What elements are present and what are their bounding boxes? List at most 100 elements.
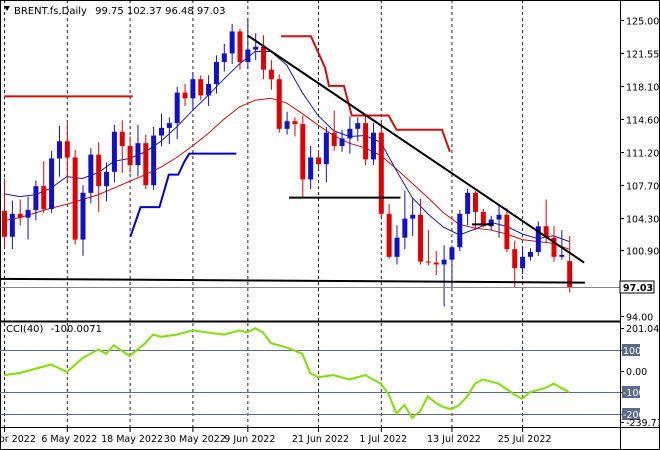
cci-levels [0, 350, 620, 415]
x-tick-label: 30 May 2022 [164, 434, 226, 445]
candle-bull [253, 46, 259, 50]
candle-bear [480, 211, 486, 227]
symbol-title: BRENT.fs,Daily [14, 6, 87, 17]
candle-bear [292, 121, 298, 125]
candle-bull [355, 123, 361, 129]
candle-bull [9, 213, 15, 237]
candle-bull [535, 226, 541, 253]
candle-bear [363, 123, 369, 160]
candle-bull [33, 186, 39, 211]
candle-bull [213, 62, 219, 84]
candle-bull [221, 53, 227, 63]
candle-bear [418, 214, 424, 262]
candle-bull [245, 49, 251, 63]
candle-bull [496, 214, 502, 220]
candle-bull [159, 127, 164, 136]
candle-bull [308, 157, 314, 180]
candle-bear [276, 79, 282, 129]
candle-bull [559, 254, 565, 257]
cci-series [3, 327, 570, 420]
candle-bear [331, 132, 337, 147]
candle-bull [394, 237, 400, 257]
cci-value: -100.0071 [51, 324, 102, 335]
candle-bear [127, 146, 133, 166]
candle-bear [182, 92, 188, 99]
y-tick-label: 100.90 [626, 247, 659, 258]
cci-y-tick-label: 100 [623, 346, 641, 357]
candle-bear [512, 249, 518, 269]
candle-bull [104, 171, 110, 187]
indicator-label: CCI(40) -100.0071 [6, 324, 102, 335]
y-tick-label: 107.70 [626, 182, 659, 193]
cci-level-badge [622, 344, 640, 356]
candle-bull [488, 219, 494, 227]
candle-bear [433, 262, 439, 265]
candle-bull [25, 210, 31, 218]
trendline [246, 34, 585, 264]
candle-bear [119, 131, 125, 147]
trendlines [0, 34, 620, 288]
candle-bear [2, 210, 7, 237]
y-tick-label: 104.30 [626, 215, 659, 226]
x-tick-label: 26 Apr 2022 [0, 434, 36, 445]
x-tick-label: 6 May 2022 [41, 434, 97, 445]
x-tick-label: 1 Jul 2022 [359, 434, 407, 445]
y-tick-label: 114.60 [626, 116, 659, 127]
candle-bear [268, 69, 274, 80]
current-price-badge [619, 280, 655, 294]
candle-bull [410, 214, 416, 219]
candle-bear [198, 79, 204, 96]
candle-bear [551, 237, 557, 257]
candlesticks [2, 19, 573, 307]
candle-bull [206, 83, 212, 96]
candle-bull [174, 92, 180, 124]
candle-bull [49, 158, 55, 210]
candle-bull [284, 121, 290, 129]
trendline [0, 277, 585, 284]
candle-bear [378, 132, 384, 214]
candle-bear [261, 46, 267, 70]
candle-bear [96, 154, 102, 187]
current-price-label: 97.03 [623, 283, 653, 294]
candle-bull [465, 192, 471, 214]
candle-bull [441, 259, 447, 265]
cci-y-tick-label: -200 [623, 410, 645, 421]
candle-bear [504, 214, 510, 250]
candle-bull [449, 247, 455, 260]
candle-bear [41, 186, 47, 210]
candle-bear [386, 213, 392, 257]
cci-y-tick-label: -100 [623, 388, 645, 399]
x-tick-label: 9 Jun 2022 [224, 434, 275, 445]
y-tick-label: 111.20 [626, 149, 659, 160]
candle-bull [111, 131, 117, 172]
candle-bear [237, 31, 243, 63]
candle-bull [151, 135, 157, 186]
candle-bull [339, 138, 345, 147]
candle-bull [402, 218, 408, 238]
cci-y-tick-label: 201.04 [626, 324, 659, 335]
candle-bull [527, 252, 533, 257]
cci-name: CCI(40) [6, 324, 44, 335]
candle-bear [543, 226, 549, 238]
candle-bull [520, 256, 526, 269]
candle-bull [135, 143, 141, 166]
candle-bull [370, 132, 376, 160]
y-tick-label: 94.00 [626, 313, 653, 324]
candle-bull [56, 141, 62, 159]
chart-header: BRENT.fs,Daily 99.75 102.37 96.48 97.03 [14, 6, 226, 17]
cci-y-tick-label: 0.00 [626, 367, 647, 378]
candle-bull [457, 213, 463, 248]
candle-bull [323, 132, 329, 165]
candle-bear [473, 192, 478, 212]
collapse-arrow-icon[interactable] [4, 6, 10, 11]
x-tick-label: 13 Jul 2022 [427, 434, 481, 445]
x-tick-label: 21 Jun 2022 [292, 434, 349, 445]
ohlc-values: 99.75 102.37 96.48 97.03 [95, 6, 225, 17]
candle-bull [88, 154, 94, 193]
candle-bear [567, 261, 573, 288]
candle-bear [143, 143, 149, 186]
